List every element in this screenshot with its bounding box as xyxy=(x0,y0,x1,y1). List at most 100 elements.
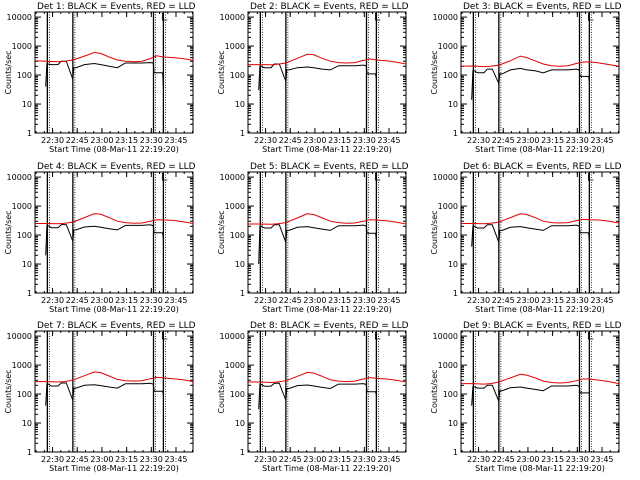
plot-frame xyxy=(247,171,407,294)
x-tick-label: 22:30 xyxy=(467,455,490,464)
panel-title: Det 1: BLACK = Events, RED = LLD xyxy=(37,2,196,12)
y-axis-label: Counts/sec xyxy=(217,50,226,94)
series-lld-red xyxy=(248,213,406,225)
x-axis-label: Start Time (08-Mar-11 22:19:20) xyxy=(49,145,179,154)
x-axis-label: Start Time (08-Mar-11 22:19:20) xyxy=(49,305,179,314)
series-events-black xyxy=(45,60,164,87)
panel-title: Det 2: BLACK = Events, RED = LLD xyxy=(250,2,409,12)
marker-bracket xyxy=(374,332,381,340)
y-tick-label: 10 xyxy=(235,260,245,269)
y-tick-label: 1 xyxy=(453,448,458,457)
x-tick-label: 23:00 xyxy=(516,455,539,464)
x-axis-label: Start Time (08-Mar-11 22:19:20) xyxy=(475,145,605,154)
x-tick-label: 22:30 xyxy=(41,296,64,305)
y-tick-label: 10000 xyxy=(220,173,245,182)
x-tick-label: 23:15 xyxy=(328,296,351,305)
y-tick-label: 100 xyxy=(230,71,245,80)
panel-title: Det 6: BLACK = Events, RED = LLD xyxy=(463,162,622,172)
y-tick-label: 10000 xyxy=(7,13,32,22)
x-tick-label: 22:30 xyxy=(41,136,64,145)
y-tick-label: 100 xyxy=(443,390,458,399)
x-tick-label: 22:30 xyxy=(41,455,64,464)
panel-det-2: Det 2: BLACK = Events, RED = LLD 1 10 100 10… xyxy=(217,2,409,154)
y-axis-label: Counts/sec xyxy=(430,50,439,94)
panel-det-4: Det 4: BLACK = Events, RED = LLD 1 10 100 10… xyxy=(4,162,196,314)
x-tick-label: 23:30 xyxy=(353,296,376,305)
x-tick-label: 22:45 xyxy=(492,136,515,145)
marker-bracket xyxy=(161,173,168,181)
panel-det-5: Det 5: BLACK = Events, RED = LLD 1 10 100 10… xyxy=(217,162,409,314)
plot-frame xyxy=(460,11,620,134)
series-lld-red xyxy=(35,371,193,383)
x-tick-label: 23:30 xyxy=(566,296,589,305)
x-tick-label: 23:00 xyxy=(90,296,113,305)
plot-frame xyxy=(460,330,620,453)
marker-bracket xyxy=(161,13,168,21)
y-tick-label: 1000 xyxy=(225,202,245,211)
y-axis-label: Counts/sec xyxy=(4,50,13,94)
x-tick-label: 23:30 xyxy=(566,455,589,464)
panel-title: Det 7: BLACK = Events, RED = LLD xyxy=(37,321,196,331)
x-tick-label: 23:00 xyxy=(90,455,113,464)
plot-frame xyxy=(247,11,407,134)
x-tick-label: 23:45 xyxy=(590,296,613,305)
x-axis-label: Start Time (08-Mar-11 22:19:20) xyxy=(262,145,392,154)
y-axis-label: Counts/sec xyxy=(4,369,13,413)
x-tick-label: 23:45 xyxy=(164,455,187,464)
series-events-black xyxy=(258,63,377,91)
plot-frame xyxy=(34,171,194,294)
x-tick-label: 23:45 xyxy=(377,296,400,305)
y-tick-label: 10 xyxy=(235,100,245,109)
y-axis-label: Counts/sec xyxy=(4,210,13,254)
y-tick-label: 1 xyxy=(27,448,32,457)
y-tick-label: 100 xyxy=(443,231,458,240)
x-tick-label: 22:45 xyxy=(492,296,515,305)
y-tick-label: 100 xyxy=(230,231,245,240)
x-axis-label: Start Time (08-Mar-11 22:19:20) xyxy=(262,305,392,314)
plot-frame xyxy=(34,11,194,134)
x-axis-label: Start Time (08-Mar-11 22:19:20) xyxy=(49,464,179,473)
x-tick-label: 22:30 xyxy=(254,455,277,464)
x-tick-label: 22:45 xyxy=(492,455,515,464)
x-axis-label: Start Time (08-Mar-11 22:19:20) xyxy=(475,305,605,314)
x-tick-label: 23:15 xyxy=(115,136,138,145)
marker-bracket xyxy=(587,13,594,21)
x-tick-label: 22:45 xyxy=(279,136,302,145)
x-tick-label: 23:00 xyxy=(303,455,326,464)
y-tick-label: 10000 xyxy=(7,332,32,341)
y-tick-label: 1 xyxy=(240,289,245,298)
y-tick-label: 1 xyxy=(453,289,458,298)
x-tick-label: 23:45 xyxy=(377,455,400,464)
y-tick-label: 10000 xyxy=(220,13,245,22)
y-tick-label: 1000 xyxy=(438,202,458,211)
panel-title: Det 3: BLACK = Events, RED = LLD xyxy=(463,2,622,12)
x-tick-label: 23:15 xyxy=(541,136,564,145)
y-tick-label: 10000 xyxy=(7,173,32,182)
y-tick-label: 10 xyxy=(235,419,245,428)
series-lld-red xyxy=(35,51,193,63)
series-events-black xyxy=(45,382,164,406)
x-tick-label: 23:15 xyxy=(115,296,138,305)
x-tick-label: 22:30 xyxy=(254,136,277,145)
panel-title: Det 8: BLACK = Events, RED = LLD xyxy=(250,321,409,331)
x-tick-label: 22:30 xyxy=(254,296,277,305)
series-lld-red xyxy=(461,55,619,68)
series-events-black xyxy=(471,384,590,406)
x-tick-label: 23:00 xyxy=(303,296,326,305)
y-tick-label: 10 xyxy=(448,260,458,269)
x-axis-label: Start Time (08-Mar-11 22:19:20) xyxy=(475,464,605,473)
x-tick-label: 23:15 xyxy=(328,455,351,464)
plot-frame xyxy=(247,330,407,453)
x-tick-label: 23:45 xyxy=(164,296,187,305)
series-events-black xyxy=(258,224,377,265)
panel-det-7: Det 7: BLACK = Events, RED = LLD 1 10 100 10… xyxy=(4,321,196,473)
y-tick-label: 1000 xyxy=(12,202,32,211)
y-tick-label: 1000 xyxy=(12,361,32,370)
x-tick-label: 23:00 xyxy=(303,136,326,145)
y-axis-label: Counts/sec xyxy=(430,210,439,254)
y-tick-label: 10000 xyxy=(433,13,458,22)
x-tick-label: 23:15 xyxy=(115,455,138,464)
marker-bracket xyxy=(374,173,381,181)
x-tick-label: 23:45 xyxy=(377,136,400,145)
